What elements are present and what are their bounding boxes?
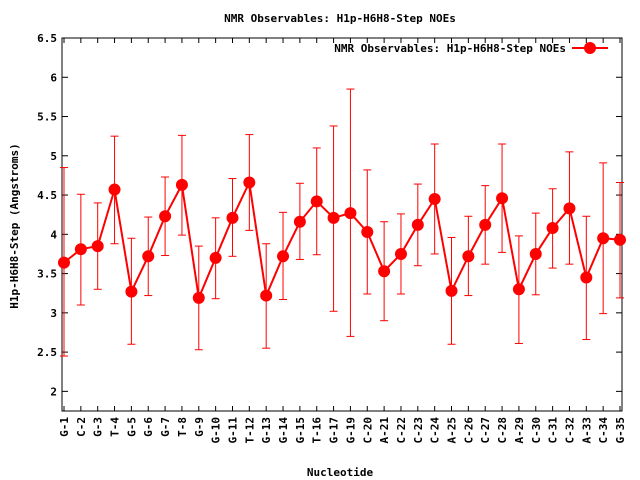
x-tick-label: G-10: [210, 417, 223, 444]
x-tick-label: G-19: [344, 417, 357, 444]
data-point: [327, 211, 340, 224]
data-point: [344, 207, 357, 220]
data-point: [580, 271, 593, 284]
data-point: [428, 192, 441, 205]
y-tick-label: 3: [50, 307, 57, 320]
x-tick-label: C-34: [597, 417, 610, 444]
data-point: [614, 233, 626, 246]
data-point: [293, 215, 306, 228]
x-tick-label: C-30: [530, 417, 543, 444]
data-point: [74, 243, 87, 256]
data-point: [479, 218, 492, 231]
x-tick-label: A-21: [378, 417, 391, 444]
data-point: [277, 250, 290, 263]
y-tick-label: 3.5: [37, 268, 57, 281]
data-point: [159, 210, 172, 223]
y-tick-label: 5: [50, 150, 57, 163]
y-axis: 2 2.5 3 3.5 4 4.5 5 5.5 6 6.5: [37, 32, 622, 398]
y-tick-label: 2: [50, 385, 57, 398]
data-point: [411, 218, 424, 231]
data-point: [563, 202, 576, 215]
data-point: [529, 247, 542, 260]
data-point: [192, 291, 205, 304]
x-tick-label: C-28: [496, 417, 509, 444]
data-point: [125, 285, 138, 298]
data-point: [462, 250, 475, 263]
data-point: [310, 195, 323, 208]
data-point: [394, 247, 407, 260]
x-tick-label: T-8: [176, 417, 189, 437]
data-point: [108, 183, 121, 196]
y-tick-label: 2.5: [37, 346, 57, 359]
x-tick-label: T-4: [109, 417, 122, 437]
x-axis: G-1 C-2 G-3 T-4 G-5 G-6 G-7 T-8 G-9 G-10 G-11 T-12 G…: [58, 38, 627, 444]
x-tick-label: T-12: [243, 417, 256, 444]
x-tick-label: G-15: [294, 417, 307, 444]
y-axis-label: H1p-H6H8-Step (Angstroms): [8, 143, 21, 309]
chart-title: NMR Observables: H1p-H6H8-Step NOEs: [224, 12, 456, 25]
x-tick-label: G-35: [614, 417, 627, 444]
x-tick-label: A-29: [513, 417, 526, 444]
x-tick-label: C-24: [429, 417, 442, 444]
x-tick-label: G-17: [328, 417, 341, 444]
data-point: [512, 283, 525, 296]
x-tick-label: G-3: [92, 417, 105, 437]
x-axis-label: Nucleotide: [307, 466, 374, 479]
x-tick-label: A-33: [580, 417, 593, 444]
legend: NMR Observables: H1p-H6H8-Step NOEs: [334, 42, 608, 55]
x-tick-label: C-31: [547, 417, 560, 444]
x-tick-label: C-32: [563, 417, 576, 444]
x-tick-label: G-13: [260, 417, 273, 444]
data-point: [91, 240, 104, 253]
x-tick-label: G-14: [277, 417, 290, 444]
x-tick-label: C-2: [75, 417, 88, 437]
x-tick-label: C-27: [479, 417, 492, 444]
data-point: [142, 250, 155, 263]
x-tick-label: C-26: [462, 417, 475, 444]
data-point: [260, 289, 273, 302]
data-point: [546, 222, 559, 235]
series-layer: [58, 88, 626, 357]
x-tick-label: C-23: [412, 417, 425, 444]
x-tick-label: G-5: [125, 417, 138, 437]
data-point: [445, 284, 458, 297]
plot-frame: [61, 37, 623, 412]
data-point: [496, 192, 509, 205]
data-point: [378, 265, 391, 278]
data-point: [209, 251, 222, 264]
x-tick-label: G-11: [226, 417, 239, 444]
legend-marker: [584, 42, 596, 54]
y-tick-label: 4: [50, 228, 57, 241]
data-point: [175, 178, 188, 191]
x-tick-label: G-1: [58, 417, 71, 437]
x-tick-label: C-22: [395, 417, 408, 444]
x-tick-label: C-20: [361, 417, 374, 444]
data-point: [243, 176, 256, 189]
x-tick-label: G-9: [193, 417, 206, 437]
legend-label: NMR Observables: H1p-H6H8-Step NOEs: [334, 42, 566, 55]
series-line: [63, 179, 621, 302]
x-tick-label: G-7: [159, 417, 172, 437]
x-tick-label: T-16: [311, 417, 324, 444]
y-tick-label: 4.5: [37, 189, 57, 202]
x-tick-label: G-6: [142, 417, 155, 437]
data-point: [361, 225, 374, 238]
y-tick-label: 5.5: [37, 111, 57, 124]
y-tick-label: 6: [50, 71, 57, 84]
x-tick-label: A-25: [446, 417, 459, 444]
data-point: [226, 211, 239, 224]
data-point: [58, 256, 70, 269]
data-point: [597, 232, 610, 245]
y-tick-label: 6.5: [37, 32, 57, 45]
